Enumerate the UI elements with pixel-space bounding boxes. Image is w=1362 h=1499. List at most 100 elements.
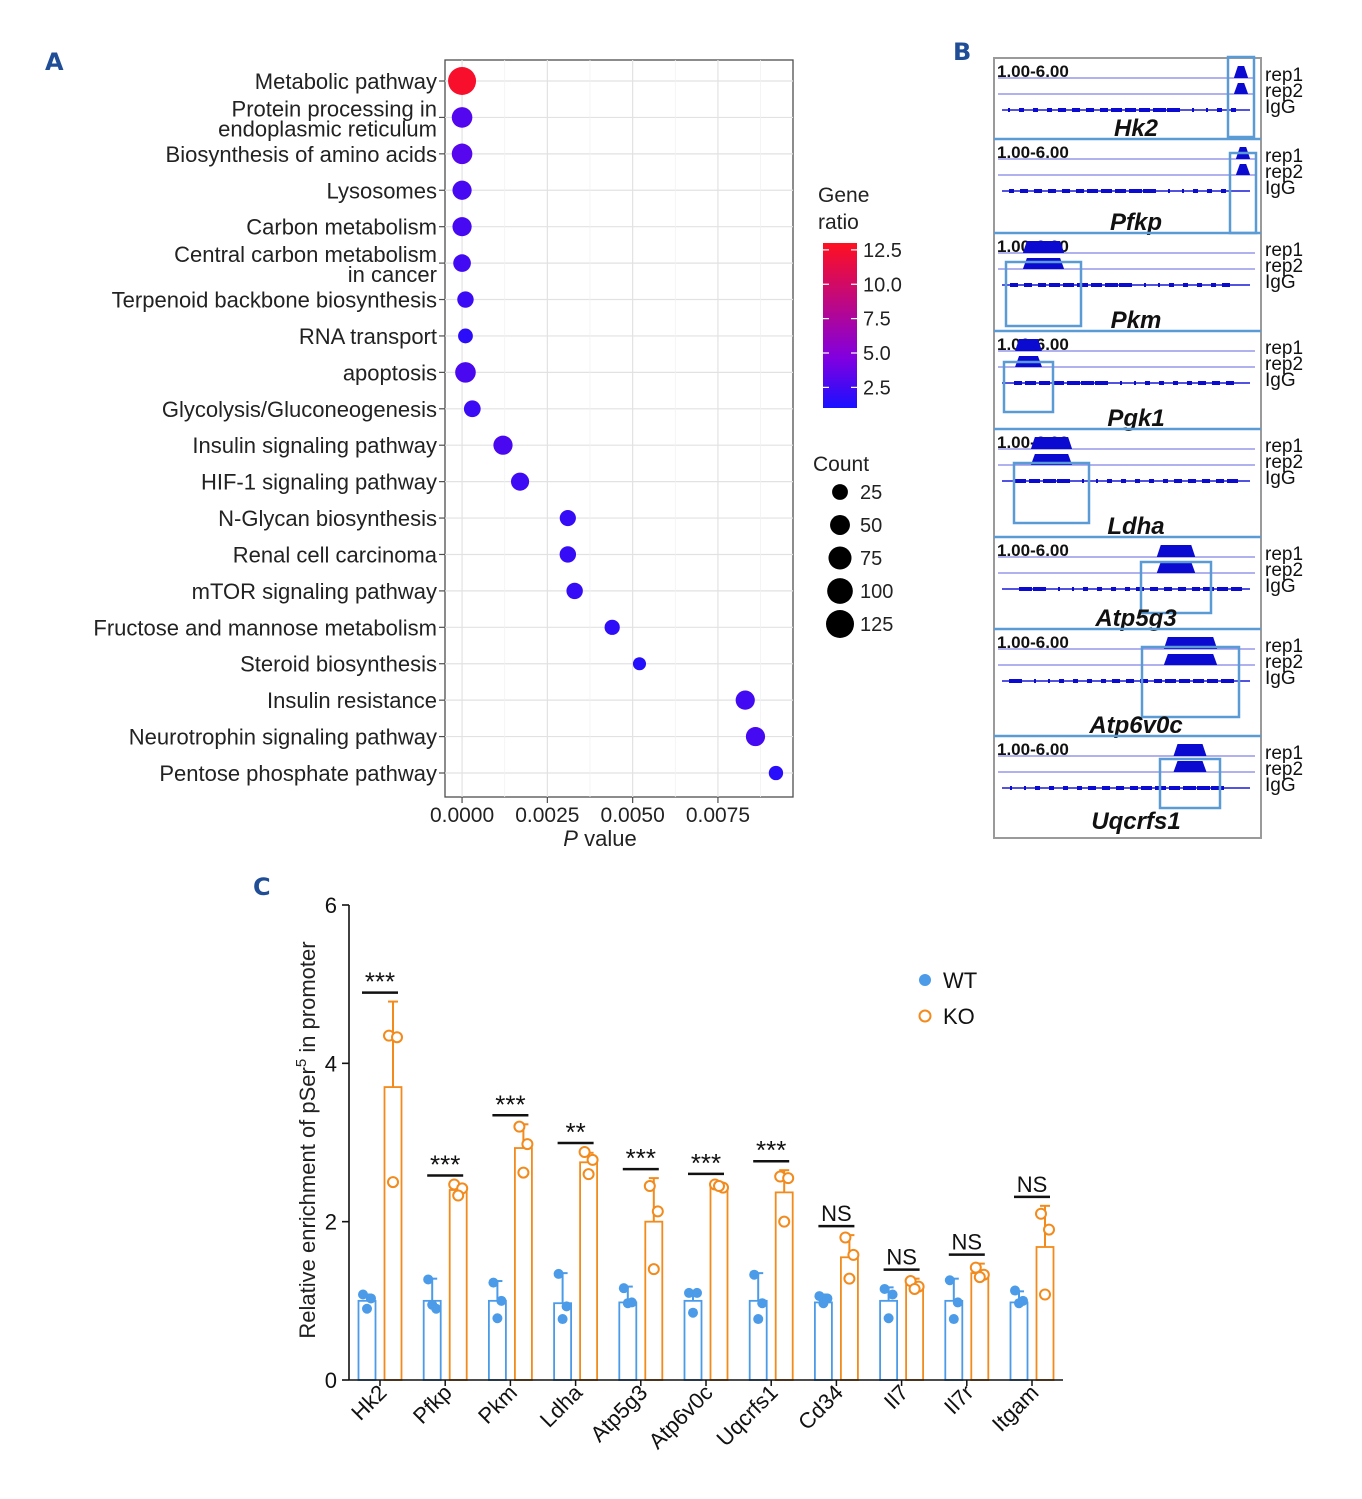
y-title-post: in promoter	[295, 941, 320, 1058]
gene-model-exon	[1033, 587, 1044, 591]
signal-peak	[1022, 241, 1065, 253]
gene-model-exon	[1078, 381, 1080, 385]
dot-steroid-biosynthesis	[632, 657, 647, 671]
point-ko	[843, 1272, 856, 1285]
track-label-igg: IgG	[1265, 178, 1296, 199]
track-label-rep1: rep1	[1265, 544, 1303, 565]
gene-ratio-legend-title-2: ratio	[818, 211, 859, 234]
gene-model-exon	[1164, 587, 1172, 591]
dot-glycolysis-gluconeogenesis	[463, 400, 481, 418]
gene-model-exon	[1076, 189, 1084, 193]
point-wt	[883, 1313, 894, 1324]
bar-wt-il7	[879, 1299, 898, 1381]
gene-name-pkm: Pkm	[1111, 307, 1162, 334]
x-tick-label: 0.0075	[686, 804, 750, 827]
gene-model-exon	[1173, 381, 1178, 385]
gene-model-exon	[1112, 679, 1120, 683]
gene-model-exon	[1025, 381, 1036, 385]
gene-model-exon	[1163, 479, 1168, 483]
legend-wt-label: WT	[943, 968, 977, 993]
gene-model-exon	[1014, 381, 1022, 385]
point-wt	[1014, 1298, 1024, 1309]
point-ko	[1039, 1288, 1051, 1301]
y-tick-label: 0	[325, 1368, 337, 1393]
gene-model-exon	[1116, 283, 1118, 287]
pathway-label: apoptosis	[343, 360, 437, 385]
tracks-outer-frame	[993, 57, 1262, 839]
gene-model-exon	[1217, 587, 1228, 591]
gene-model-exon	[1169, 283, 1174, 287]
gene-model-exon	[1159, 381, 1164, 385]
gene-model-exon	[1178, 587, 1186, 591]
significance-label: NS	[886, 1245, 917, 1270]
count-legend-label: 100	[860, 581, 893, 603]
point-wt	[887, 1289, 898, 1300]
bar-ko-pfkp	[448, 1189, 468, 1381]
count-legend-dot	[827, 578, 853, 604]
colorbar-tick-label: 12.5	[863, 240, 902, 262]
gene-model-exon	[1179, 679, 1190, 683]
count-legend-title: Count	[813, 453, 869, 476]
bar-ko-itgam	[1035, 1246, 1055, 1381]
point-ko	[387, 1176, 399, 1189]
gene-model-exon	[1202, 479, 1210, 483]
dot-terpenoid-backbone-biosynthesis	[457, 291, 474, 308]
gene-model-exon	[1227, 479, 1238, 483]
gene-model-exon	[1077, 786, 1082, 790]
track-label-igg: IgG	[1265, 370, 1296, 391]
track-label-rep1: rep1	[1265, 636, 1303, 657]
point-wt	[879, 1283, 890, 1294]
gene-model-exon	[1068, 479, 1070, 483]
gene-model-exon	[1135, 479, 1140, 483]
gene-model-exon	[1192, 108, 1194, 112]
pathway-label: mTOR signaling pathway	[192, 579, 437, 604]
gene-model-exon	[1096, 479, 1098, 483]
dot-pentose-phosphate-pathway	[768, 765, 784, 781]
significance-label: **	[565, 1117, 585, 1147]
point-ko	[847, 1248, 860, 1261]
gene-model-exon	[1029, 479, 1040, 483]
point-wt	[684, 1287, 694, 1298]
gene-model-exon	[1057, 479, 1068, 483]
point-wt	[423, 1274, 434, 1285]
signal-peak	[1173, 761, 1207, 772]
dot-lysosomes	[452, 180, 472, 200]
gene-model-exon	[1081, 381, 1092, 385]
gene-name-atp5g3: Atp5g3	[1094, 605, 1177, 632]
bar-wt-pkm	[487, 1299, 507, 1381]
gene-name-hk2: Hk2	[1114, 115, 1159, 142]
significance-label: ***	[495, 1089, 525, 1119]
panel-a-dots	[448, 67, 784, 781]
gene-model-exon	[1087, 189, 1098, 193]
point-ko	[391, 1031, 403, 1044]
point-ko	[778, 1215, 791, 1228]
signal-peak	[1030, 437, 1073, 449]
significance-label: NS	[821, 1201, 852, 1226]
gene-model-exon	[1187, 381, 1192, 385]
gene-model-exon	[1208, 786, 1210, 790]
point-ko	[969, 1261, 982, 1274]
significance-label: ***	[626, 1143, 656, 1173]
pathway-label: Metabolic pathway	[255, 69, 437, 94]
pathway-label: N-Glycan biosynthesis	[218, 506, 437, 531]
gene-model-exon	[1049, 283, 1060, 287]
point-ko	[908, 1282, 921, 1295]
category-label-itgam: Itgam	[987, 1380, 1044, 1437]
gene-model-exon	[1010, 786, 1012, 790]
point-wt	[818, 1298, 829, 1309]
panel-b-label: B	[953, 38, 971, 66]
gene-model-exon	[1091, 283, 1102, 287]
gene-model-exon	[1165, 679, 1176, 683]
peak-highlight-box	[1004, 260, 1083, 328]
peak-highlight-box	[1012, 461, 1091, 525]
gene-model-exon	[1154, 679, 1162, 683]
gene-model-exon	[1149, 479, 1154, 483]
gene-model-exon	[1115, 189, 1126, 193]
signal-peak	[1173, 744, 1207, 756]
gene-model-exon	[1178, 108, 1180, 112]
gene-model-exon	[1222, 283, 1230, 287]
bar-ko-ldha	[579, 1161, 598, 1381]
legend-wt-marker	[919, 974, 931, 986]
x-tick-label: 0.0050	[601, 804, 665, 827]
